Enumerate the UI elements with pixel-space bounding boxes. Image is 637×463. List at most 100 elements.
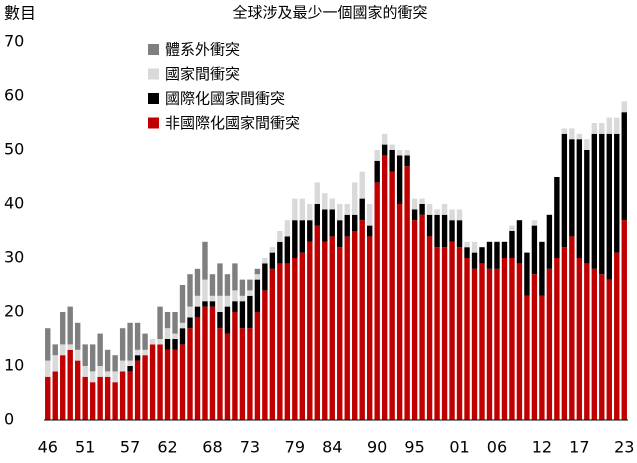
bar-segment [52, 371, 58, 420]
bar-segment [569, 236, 575, 420]
bar-segment [426, 204, 433, 215]
x-tick-label: 79 [285, 438, 305, 457]
bar-segment [277, 263, 283, 420]
bar-segment [112, 355, 118, 372]
bar-segment [299, 220, 306, 253]
bar-segment [516, 263, 523, 420]
bar-segment [127, 366, 133, 372]
bar-segment [97, 366, 103, 377]
bar-segment [284, 220, 291, 237]
bar-segment [366, 236, 373, 420]
bar-segment [464, 258, 470, 420]
bar-segment [404, 150, 410, 156]
bar-segment [164, 328, 171, 339]
bar-segment [441, 214, 448, 248]
bar-segment [299, 252, 306, 420]
bar-segment [561, 247, 568, 420]
bar-segment [509, 225, 515, 231]
x-tick-label: 62 [157, 438, 177, 457]
bar-segment [614, 117, 620, 134]
bar-segment [389, 144, 395, 150]
bar-segment [89, 344, 96, 372]
bar-segment [97, 376, 103, 420]
bar-segment [621, 220, 627, 420]
bar-segment [539, 295, 545, 420]
bar-segment [202, 301, 208, 307]
bar-segment [104, 371, 111, 377]
bar-segment [374, 182, 380, 420]
bar-segment [239, 328, 246, 420]
bar-segment [524, 252, 530, 296]
legend-label: 非國際化國家間衝突 [165, 114, 300, 132]
bar-segment [591, 123, 598, 134]
bar-segment [232, 290, 238, 302]
bar-segment [232, 312, 238, 420]
bar-segment [202, 241, 208, 280]
bar-segment [359, 171, 365, 199]
bar-segment [396, 155, 403, 204]
bar-segment [60, 312, 66, 345]
bar-segment [584, 150, 590, 264]
bar-segment [329, 236, 335, 420]
bar-segment [411, 198, 418, 210]
bar-segment [576, 139, 583, 258]
bar-segment [67, 349, 73, 420]
bar-segment [52, 355, 58, 372]
x-tick-label: 46 [38, 438, 58, 457]
bar-segment [149, 339, 156, 345]
bar-segment [554, 258, 560, 420]
bar-segment [112, 371, 118, 383]
bar-segment [614, 252, 620, 420]
bar-segment [60, 355, 66, 420]
bar-segment [194, 306, 201, 318]
bar-segment [217, 295, 223, 312]
bar-segment [606, 133, 612, 280]
bar-segment [104, 376, 111, 420]
bar-segment [344, 236, 350, 420]
bar-segment [381, 155, 388, 420]
bar-segment [337, 204, 343, 221]
bar-segment [247, 295, 253, 329]
bar-segment [277, 231, 283, 242]
bar-segment [187, 317, 193, 329]
bar-segment [411, 209, 418, 221]
bar-segment [471, 241, 478, 253]
bar-segment [209, 295, 216, 302]
bar-segment [307, 241, 313, 420]
x-tick-label: 17 [569, 438, 589, 457]
bar-segment [284, 263, 291, 420]
bar-segment [299, 198, 306, 221]
bar-segment [82, 376, 88, 420]
bar-segment [172, 339, 178, 350]
bar-segment [239, 301, 246, 329]
bar-segment [254, 279, 261, 312]
bar-segment [381, 133, 388, 145]
bar-segment [254, 312, 261, 420]
bar-segment [352, 231, 358, 420]
bar-segment [359, 198, 365, 221]
bar-segment [307, 204, 313, 221]
bar-segment [82, 366, 88, 377]
bar-segment [599, 133, 605, 275]
bar-segment [187, 306, 193, 318]
bar-segment [366, 225, 373, 237]
bar-segment [314, 182, 320, 204]
bar-segment [254, 274, 261, 280]
bar-segment [179, 328, 186, 345]
bar-segment [449, 241, 455, 420]
bar-segment [366, 204, 373, 226]
bar-segment [359, 220, 365, 420]
bar-segment [441, 247, 448, 420]
y-tick-label: 10 [4, 356, 24, 375]
bar-segment [45, 376, 51, 420]
y-tick-label: 40 [4, 194, 24, 213]
bar-segment [187, 328, 193, 420]
bar-segment [67, 306, 73, 345]
bar-segment [74, 349, 81, 361]
bar-segment [374, 160, 380, 183]
bar-segment [449, 220, 455, 242]
bar-segment [112, 382, 118, 420]
bar-segment [60, 344, 66, 356]
bar-segment [322, 241, 328, 420]
